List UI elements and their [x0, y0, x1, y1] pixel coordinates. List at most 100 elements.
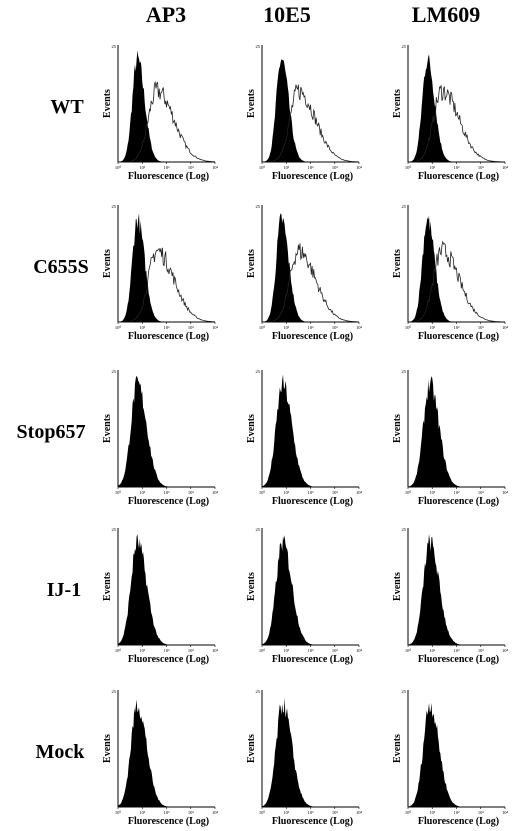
x-tick-label: 10⁰	[259, 165, 266, 170]
x-tick-label: 10⁰	[259, 648, 266, 653]
y-axis-label: Events	[102, 572, 113, 601]
x-tick-label: 10⁰	[405, 165, 412, 170]
histogram-ij-1-ap3: 10⁰ 10¹ 10² 10³ 10⁴ 25 Fluorescence (Log) Event…	[102, 527, 218, 665]
x-tick-label: 10⁰	[259, 490, 266, 495]
background-histogram	[408, 215, 505, 322]
x-tick-label: 10³	[188, 810, 195, 815]
x-tick-label: 10⁴	[212, 490, 219, 495]
stained-histogram	[407, 240, 505, 323]
y-top-tick-label: 25	[256, 369, 261, 374]
row-header-wt: WT	[50, 96, 84, 118]
x-tick-label: 10³	[478, 810, 485, 815]
y-top-tick-label: 25	[112, 527, 117, 532]
stained-histogram	[407, 85, 506, 163]
x-tick-label: 10³	[332, 490, 339, 495]
y-top-tick-label: 25	[402, 527, 407, 532]
x-tick-label: 10³	[188, 490, 195, 495]
row-header-stop657: Stop657	[17, 421, 86, 443]
x-tick-label: 10⁰	[115, 648, 122, 653]
x-axis-label: Fluorescence (Log)	[128, 496, 209, 507]
x-axis-label: Fluorescence (Log)	[418, 816, 499, 827]
x-tick-label: 10³	[332, 810, 339, 815]
x-tick-label: 10³	[478, 648, 485, 653]
y-axis-label: Events	[392, 89, 403, 118]
x-tick-label: 10⁴	[212, 648, 219, 653]
x-axis-label: Fluorescence (Log)	[272, 171, 353, 182]
y-axis-label: Events	[392, 572, 403, 601]
x-tick-label: 10²	[308, 648, 315, 653]
x-tick-label: 10⁴	[212, 810, 219, 815]
stained-histogram	[262, 243, 360, 323]
x-tick-label: 10⁴	[356, 165, 363, 170]
background-histogram	[262, 59, 359, 163]
x-tick-label: 10⁴	[356, 490, 363, 495]
histogram-wt-lm609: 10⁰ 10¹ 10² 10³ 10⁴ 25 Fluorescence (Log) Event…	[392, 44, 508, 182]
stained-histogram	[262, 84, 360, 163]
x-tick-label: 10²	[454, 165, 461, 170]
histogram-stop657-10e5: 10⁰ 10¹ 10² 10³ 10⁴ 25 Fluorescence (Log) Event…	[246, 369, 362, 507]
x-tick-label: 10³	[478, 165, 485, 170]
x-tick-label: 10²	[308, 490, 315, 495]
x-tick-label: 10²	[308, 810, 315, 815]
x-axis-label: Fluorescence (Log)	[272, 816, 353, 827]
x-axis-label: Fluorescence (Log)	[128, 816, 209, 827]
y-top-tick-label: 25	[402, 689, 407, 694]
x-tick-label: 10³	[332, 648, 339, 653]
background-histogram	[408, 533, 505, 645]
x-tick-label: 10¹	[283, 325, 290, 330]
row-header-mock: Mock	[36, 741, 86, 763]
y-top-tick-label: 25	[256, 689, 261, 694]
histogram-stop657-ap3: 10⁰ 10¹ 10² 10³ 10⁴ 25 Fluorescence (Log) Event…	[102, 369, 218, 507]
column-header-lm609: LM609	[412, 2, 480, 27]
y-top-tick-label: 25	[256, 527, 261, 532]
x-tick-label: 10¹	[429, 810, 436, 815]
x-axis-label: Fluorescence (Log)	[128, 171, 209, 182]
histogram-c655s-10e5: 10⁰ 10¹ 10² 10³ 10⁴ 25 Fluorescence (Log) Event…	[246, 204, 362, 342]
y-axis-label: Events	[246, 89, 257, 118]
x-tick-label: 10¹	[139, 165, 146, 170]
x-tick-label: 10⁴	[502, 165, 509, 170]
background-histogram	[408, 376, 505, 487]
x-tick-label: 10⁴	[502, 325, 509, 330]
x-tick-label: 10⁰	[405, 490, 412, 495]
x-axis-label: Fluorescence (Log)	[418, 331, 499, 342]
row-headers: WT C655S Stop657 IJ-1 Mock	[17, 96, 89, 763]
x-axis-label: Fluorescence (Log)	[128, 331, 209, 342]
x-tick-label: 10³	[188, 648, 195, 653]
x-tick-label: 10¹	[429, 165, 436, 170]
x-tick-label: 10¹	[429, 490, 436, 495]
y-axis-label: Events	[246, 414, 257, 443]
x-tick-label: 10¹	[139, 648, 146, 653]
y-axis-label: Events	[102, 414, 113, 443]
column-header-ap3: AP3	[146, 2, 186, 27]
x-tick-label: 10⁰	[259, 810, 266, 815]
x-tick-label: 10⁰	[405, 810, 412, 815]
histogram-ij-1-10e5: 10⁰ 10¹ 10² 10³ 10⁴ 25 Fluorescence (Log) Event…	[246, 527, 362, 665]
x-tick-label: 10¹	[283, 490, 290, 495]
x-tick-label: 10³	[188, 165, 195, 170]
x-tick-label: 10⁴	[356, 648, 363, 653]
x-tick-label: 10⁴	[212, 325, 219, 330]
x-axis-label: Fluorescence (Log)	[418, 654, 499, 665]
histogram-mock-ap3: 10⁰ 10¹ 10² 10³ 10⁴ 25 Fluorescence (Log) Event…	[102, 689, 218, 827]
x-tick-label: 10²	[164, 325, 171, 330]
x-tick-label: 10³	[332, 165, 339, 170]
y-top-tick-label: 25	[256, 44, 261, 49]
stained-histogram	[118, 247, 216, 323]
x-tick-label: 10³	[478, 490, 485, 495]
x-tick-label: 10⁴	[502, 648, 509, 653]
background-histogram	[118, 699, 215, 807]
y-top-tick-label: 25	[402, 369, 407, 374]
x-tick-label: 10⁰	[115, 810, 122, 815]
x-axis-label: Fluorescence (Log)	[272, 496, 353, 507]
histogram-mock-10e5: 10⁰ 10¹ 10² 10³ 10⁴ 25 Fluorescence (Log) Event…	[246, 689, 362, 827]
histogram-stop657-lm609: 10⁰ 10¹ 10² 10³ 10⁴ 25 Fluorescence (Log) Event…	[392, 369, 508, 507]
x-tick-label: 10²	[164, 810, 171, 815]
y-top-tick-label: 25	[112, 204, 117, 209]
x-tick-label: 10¹	[429, 325, 436, 330]
x-tick-label: 10²	[454, 325, 461, 330]
x-tick-label: 10³	[188, 325, 195, 330]
x-tick-label: 10⁴	[356, 810, 363, 815]
background-histogram	[262, 374, 359, 487]
